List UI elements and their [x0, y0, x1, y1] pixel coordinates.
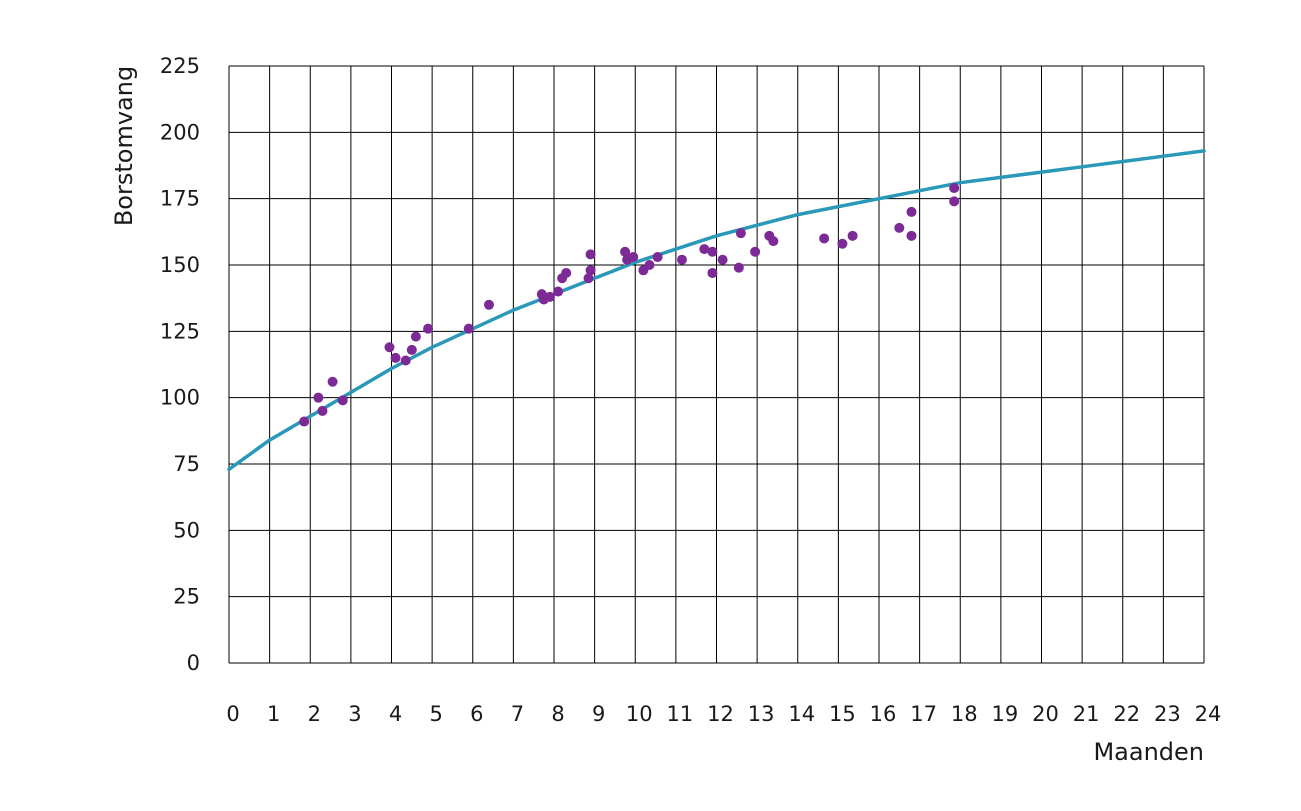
- y-tick-label: 125: [160, 319, 200, 343]
- data-point: [544, 291, 555, 302]
- x-tick-label: 2: [308, 702, 321, 726]
- x-tick-label: 16: [870, 702, 897, 726]
- data-point: [707, 267, 718, 278]
- data-point: [819, 233, 830, 244]
- y-tick-label: 100: [160, 386, 200, 410]
- data-point: [299, 416, 310, 427]
- x-tick-label: 5: [429, 702, 442, 726]
- x-tick-label: 23: [1154, 702, 1181, 726]
- data-point: [894, 222, 905, 233]
- data-point: [583, 273, 594, 284]
- data-point: [644, 260, 655, 270]
- y-tick-label: 225: [160, 54, 200, 78]
- y-tick-label: 175: [160, 187, 200, 211]
- data-point: [561, 267, 572, 278]
- y-tick-label: 25: [173, 585, 200, 609]
- y-tick-label: 0: [187, 651, 200, 675]
- data-point: [847, 230, 858, 241]
- data-point: [317, 405, 328, 416]
- x-tick-label: 12: [707, 702, 734, 726]
- data-point: [390, 352, 401, 363]
- x-tick-label: 8: [551, 702, 564, 726]
- x-tick-label: 1: [267, 702, 280, 726]
- grid-lines: [228, 65, 1205, 664]
- x-tick-label: 20: [1032, 702, 1059, 726]
- data-point: [768, 236, 779, 247]
- data-point: [585, 249, 596, 260]
- data-point: [553, 286, 564, 297]
- x-axis-title: Maanden: [1093, 738, 1204, 766]
- data-point: [717, 254, 728, 265]
- y-tick-labels: 0 25 50 75 100 125 150 175 200 225: [160, 54, 200, 675]
- x-tick-label: 24: [1195, 702, 1222, 726]
- x-tick-label: 18: [951, 702, 978, 726]
- trend-curve: [227, 149, 1206, 472]
- x-tick-label: 17: [910, 702, 937, 726]
- data-point: [837, 238, 848, 249]
- data-point: [410, 331, 421, 342]
- data-point: [652, 252, 663, 263]
- data-point: [735, 228, 746, 239]
- data-point: [400, 355, 411, 366]
- data-point: [733, 262, 744, 273]
- y-axis-title: Borstomvang: [110, 66, 138, 226]
- data-point: [337, 395, 348, 406]
- data-point: [620, 246, 631, 257]
- x-tick-label: 7: [511, 702, 524, 726]
- x-tick-label: 11: [667, 702, 694, 726]
- data-point: [585, 265, 596, 276]
- data-point: [750, 246, 761, 257]
- x-tick-label: 19: [992, 702, 1019, 726]
- data-point: [906, 230, 917, 241]
- x-tick-label: 9: [592, 702, 605, 726]
- data-point: [313, 392, 324, 403]
- y-tick-label: 200: [160, 120, 200, 144]
- x-tick-label: 22: [1113, 702, 1140, 726]
- data-point: [327, 376, 338, 387]
- y-tick-label: 50: [173, 518, 200, 542]
- x-tick-label: 6: [470, 702, 483, 726]
- data-point: [949, 183, 960, 194]
- data-point: [384, 342, 395, 353]
- data-point: [628, 252, 639, 263]
- x-tick-labels: 0 1 2 3 4 5 6 7 8 9 10 11 12 13 14 15 16 17 18 19 20 21 22 23 24: [226, 702, 1221, 726]
- x-tick-label: 0: [226, 702, 239, 726]
- x-tick-label: 21: [1073, 702, 1100, 726]
- data-point: [406, 344, 417, 355]
- trend-curve-layer: [227, 149, 1206, 472]
- data-point: [484, 299, 494, 310]
- scatter-points-layer: [299, 183, 960, 427]
- data-point: [906, 206, 917, 217]
- x-tick-label: 15: [829, 702, 856, 726]
- y-tick-label: 75: [173, 452, 200, 476]
- data-point: [676, 254, 687, 265]
- x-tick-label: 13: [748, 702, 775, 726]
- data-point: [949, 196, 960, 207]
- data-point: [423, 323, 434, 334]
- x-tick-label: 10: [626, 702, 653, 726]
- x-tick-label: 3: [348, 702, 361, 726]
- x-tick-label: 14: [788, 702, 815, 726]
- x-tick-label: 4: [389, 702, 402, 726]
- data-point: [463, 323, 474, 334]
- data-point: [699, 244, 710, 255]
- y-tick-label: 150: [160, 253, 200, 277]
- data-point: [707, 246, 718, 257]
